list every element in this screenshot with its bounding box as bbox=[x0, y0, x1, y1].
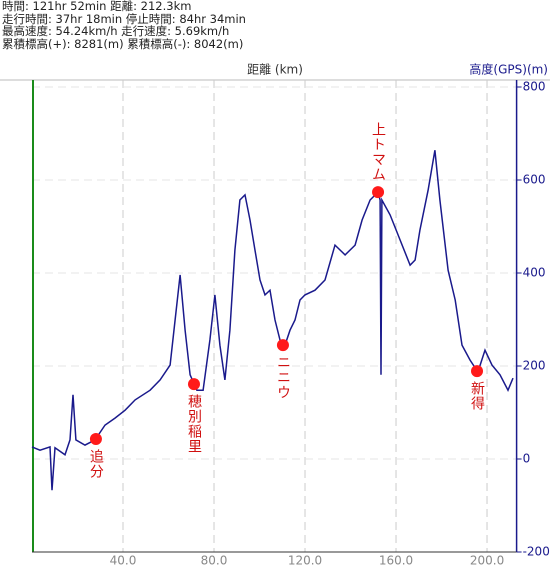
waypoint-label: ニニウ bbox=[275, 355, 291, 400]
x-axis-label: 距離 (km) bbox=[247, 63, 303, 77]
info-line: 走行時間: 37hr 18min 停止時間: 84hr 34min bbox=[2, 11, 246, 26]
y-tick-label: 0 bbox=[523, 452, 531, 466]
x-tick-label: 80.0 bbox=[201, 554, 228, 567]
waypoint-label: 上トマム bbox=[370, 122, 386, 182]
waypoint bbox=[276, 339, 289, 352]
waypoint bbox=[187, 378, 200, 391]
plot-bg bbox=[0, 80, 550, 567]
elevation-line bbox=[31, 150, 514, 491]
waypoint-label: 追分 bbox=[88, 449, 104, 479]
y-tick-label: 400 bbox=[523, 266, 546, 280]
x-tick-label: 160.0 bbox=[379, 554, 413, 567]
waypoint bbox=[471, 365, 484, 378]
x-tick-label: 120.0 bbox=[288, 554, 322, 567]
y-tick-label: -200 bbox=[523, 545, 550, 559]
waypoint-label: 穂別稲里 bbox=[186, 394, 202, 454]
y-axis-label: 高度(GPS)(m) bbox=[469, 62, 548, 77]
y-tick-label: 200 bbox=[523, 359, 546, 373]
info-line: 累積標高(+): 8281(m) 累積標高(-): 8042(m) bbox=[2, 36, 244, 51]
y-tick-label: 800 bbox=[523, 80, 546, 94]
waypoint bbox=[372, 186, 385, 199]
info-line: 時間: 121hr 52min 距離: 212.3km bbox=[2, 0, 192, 13]
x-tick-label: 200.0 bbox=[470, 554, 504, 567]
waypoint-label: 新得 bbox=[469, 381, 485, 411]
waypoint bbox=[89, 433, 102, 446]
x-tick-label: 40.0 bbox=[110, 554, 137, 567]
info-block: 時間: 121hr 52min 距離: 212.3km 走行時間: 37hr 18… bbox=[2, 0, 246, 50]
info-line: 最高速度: 54.24km/h 走行速度: 5.69km/h bbox=[2, 24, 230, 38]
y-tick-label: 600 bbox=[523, 173, 546, 187]
